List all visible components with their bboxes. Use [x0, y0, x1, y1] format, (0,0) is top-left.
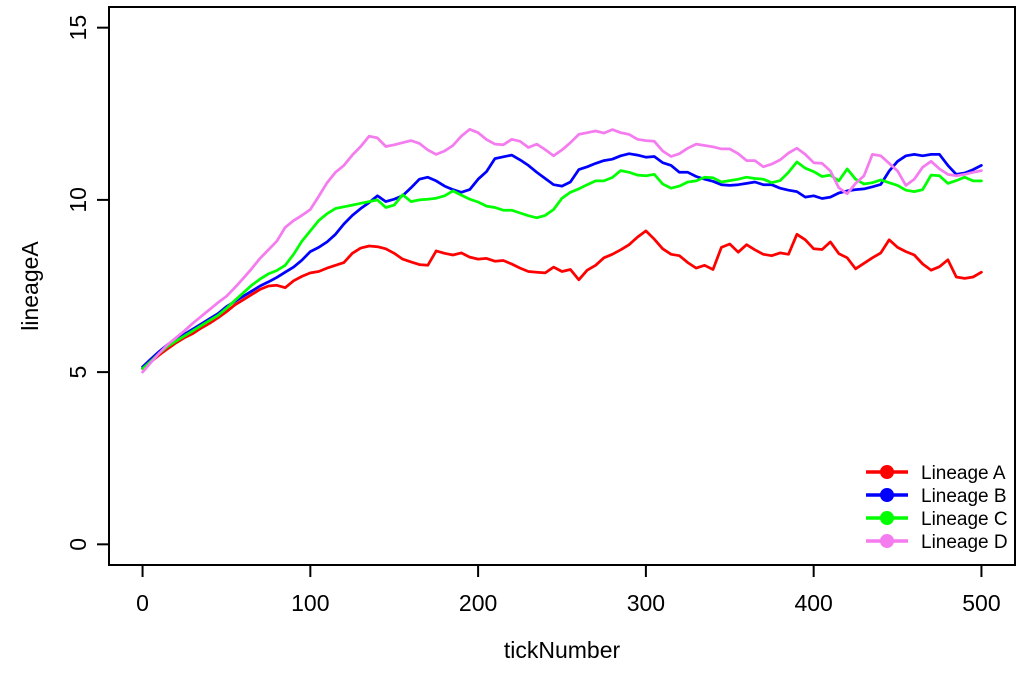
legend-item: Lineage D: [866, 532, 1008, 553]
x-tick-label: 500: [962, 590, 1000, 616]
legend-label: Lineage B: [921, 486, 1007, 507]
x-tick-label: 200: [459, 590, 497, 616]
x-tick-label: 400: [794, 590, 832, 616]
x-axis-title: tickNumber: [504, 637, 621, 663]
legend-label: Lineage C: [921, 509, 1008, 530]
y-tick-label: 5: [65, 366, 91, 379]
legend-item: Lineage A: [866, 463, 1006, 484]
series-line-lineage-a: [141, 229, 983, 371]
x-tick-label: 300: [627, 590, 665, 616]
y-tick-label: 10: [65, 187, 91, 213]
y-tick-label: 0: [65, 538, 91, 551]
y-axis-ticks: 0 5 10 15: [65, 15, 109, 551]
x-axis-ticks: 0 100 200 300 400 500: [136, 565, 1001, 616]
x-tick-label: 0: [136, 590, 149, 616]
plot-border: [108, 6, 1016, 566]
legend-dot-icon: [880, 465, 894, 479]
legend-label: Lineage A: [921, 463, 1006, 484]
legend-dot-icon: [880, 488, 894, 502]
legend-dot-icon: [880, 511, 894, 525]
legend-label: Lineage D: [921, 532, 1008, 553]
x-tick-label: 100: [291, 590, 329, 616]
y-tick-label: 15: [65, 15, 91, 41]
legend-item: Lineage C: [866, 509, 1008, 530]
series-lines: [141, 127, 983, 374]
series-line-lineage-c: [141, 160, 983, 371]
legend-dot-icon: [880, 534, 894, 548]
y-axis-title: lineageA: [17, 241, 43, 331]
series-line-lineage-b: [141, 152, 983, 369]
series-line-lineage-d: [141, 127, 983, 374]
legend-item: Lineage B: [866, 486, 1007, 507]
